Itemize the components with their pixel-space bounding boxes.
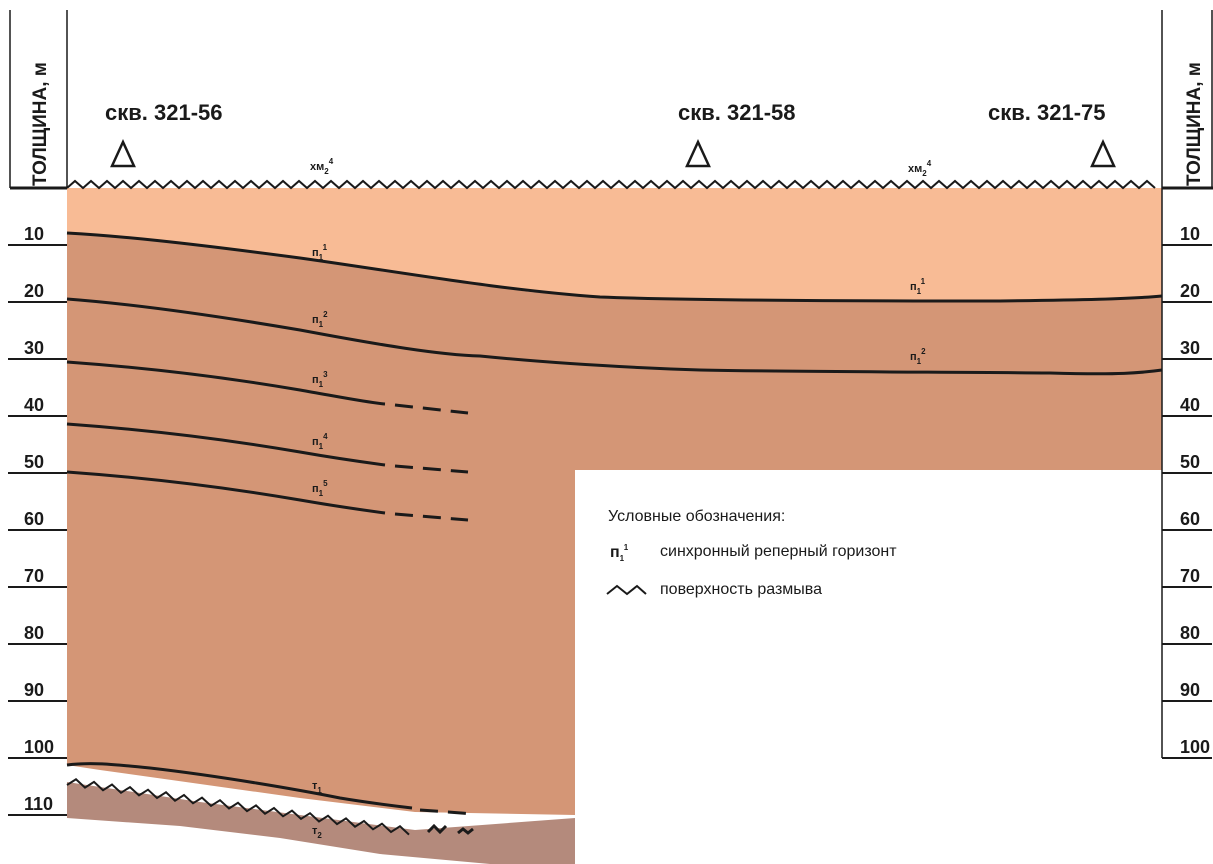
left-tick-label: 110	[24, 794, 53, 814]
middle-layer	[67, 233, 1162, 815]
horizon-label-p1-4: п14	[312, 432, 328, 451]
horizon-label-top-left: хм24	[310, 157, 334, 176]
right-ticks: 10 20 30 40 50 60 70 80 90 100	[1161, 188, 1212, 759]
horizon-line-t1-dashed	[419, 808, 476, 816]
right-tick-label: 40	[1180, 395, 1200, 415]
horizon-line-p1-5	[66, 470, 386, 515]
well-marker-icon	[1090, 138, 1116, 168]
horizon-lines	[66, 231, 1163, 816]
left-tick-label: 90	[24, 680, 44, 700]
legend-horizon-symbol: п11	[610, 543, 629, 563]
horizon-line-p1-3	[66, 360, 386, 406]
erosion-top	[66, 179, 1156, 190]
erosion-bottom-frag-1	[426, 823, 448, 835]
well-label-321-75: скв. 321-75	[988, 100, 1106, 125]
well-marker-icon	[110, 138, 136, 168]
horizon-line-p1-2	[66, 297, 1163, 376]
left-axis-title: ТОЛЩИНА, м	[30, 62, 51, 186]
right-tick-label: 60	[1180, 509, 1200, 529]
horizon-line-p1-5-dashed	[394, 512, 469, 522]
horizon-labels: хм24 хм24 п11 п11 п12 п12 п13 п14 п15 т1…	[310, 157, 932, 840]
layers	[67, 188, 1162, 864]
left-axis: ТОЛЩИНА, м 10 20 30 40 50 60 70 80 90 100 110	[8, 10, 68, 816]
erosion-bottom-frag-2	[457, 827, 474, 835]
left-ticks: 10 20 30 40 50 60 70 80 90 100 110	[8, 224, 67, 816]
horizon-label-top-right: хм24	[908, 159, 932, 178]
horizon-line-p1-1	[66, 231, 1163, 303]
right-tick-label: 90	[1180, 680, 1200, 700]
legend: Условные обозначения: п11 синхронный реп…	[606, 508, 897, 598]
horizon-label-t1: т1	[312, 780, 322, 795]
left-tick-label: 40	[24, 395, 44, 415]
left-tick-label: 100	[24, 737, 54, 757]
well-label-321-56: скв. 321-56	[105, 100, 223, 125]
left-tick-label: 70	[24, 566, 44, 586]
horizon-label-p1-2-left: п12	[312, 310, 328, 329]
legend-horizon-text: синхронный реперный горизонт	[660, 543, 897, 560]
horizon-label-p1-3: п13	[312, 370, 328, 389]
legend-erosion-text: поверхность размыва	[660, 581, 822, 598]
left-tick-label: 30	[24, 338, 44, 358]
horizon-line-p1-4	[66, 422, 386, 467]
right-tick-label: 50	[1180, 452, 1200, 472]
well-marker-icon	[685, 138, 711, 168]
horizon-line-p1-4-dashed	[394, 464, 469, 474]
erosion-bottom	[66, 778, 410, 836]
right-tick-label: 20	[1180, 281, 1200, 301]
horizon-label-p1-2-right: п12	[910, 347, 926, 366]
horizon-label-t2: т2	[312, 825, 322, 840]
upper-layer	[67, 188, 1162, 301]
left-tick-label: 80	[24, 623, 44, 643]
right-tick-label: 100	[1180, 737, 1210, 757]
left-tick-label: 60	[24, 509, 44, 529]
horizon-label-p1-5: п15	[312, 479, 328, 498]
left-tick-label: 10	[24, 224, 44, 244]
wells: скв. 321-56 скв. 321-58 скв. 321-75	[105, 100, 1116, 168]
horizon-line-p1-3-dashed	[394, 403, 469, 415]
horizon-line-t1	[66, 762, 413, 810]
right-tick-label: 10	[1180, 224, 1200, 244]
right-axis: ТОЛЩИНА, м 10 20 30 40 50 60 70 80 90 100	[1161, 10, 1213, 759]
erosion-surfaces	[66, 179, 1156, 836]
right-tick-label: 30	[1180, 338, 1200, 358]
right-axis-title: ТОЛЩИНА, м	[1184, 62, 1205, 186]
left-tick-label: 20	[24, 281, 44, 301]
right-tick-label: 80	[1180, 623, 1200, 643]
left-tick-label: 50	[24, 452, 44, 472]
horizon-label-p1-1-right: п11	[910, 277, 926, 296]
erosion-surface-icon	[606, 584, 647, 596]
horizon-label-p1-1-left: п11	[312, 243, 328, 262]
legend-title: Условные обозначения:	[608, 508, 785, 525]
right-tick-label: 70	[1180, 566, 1200, 586]
well-label-321-58: скв. 321-58	[678, 100, 796, 125]
